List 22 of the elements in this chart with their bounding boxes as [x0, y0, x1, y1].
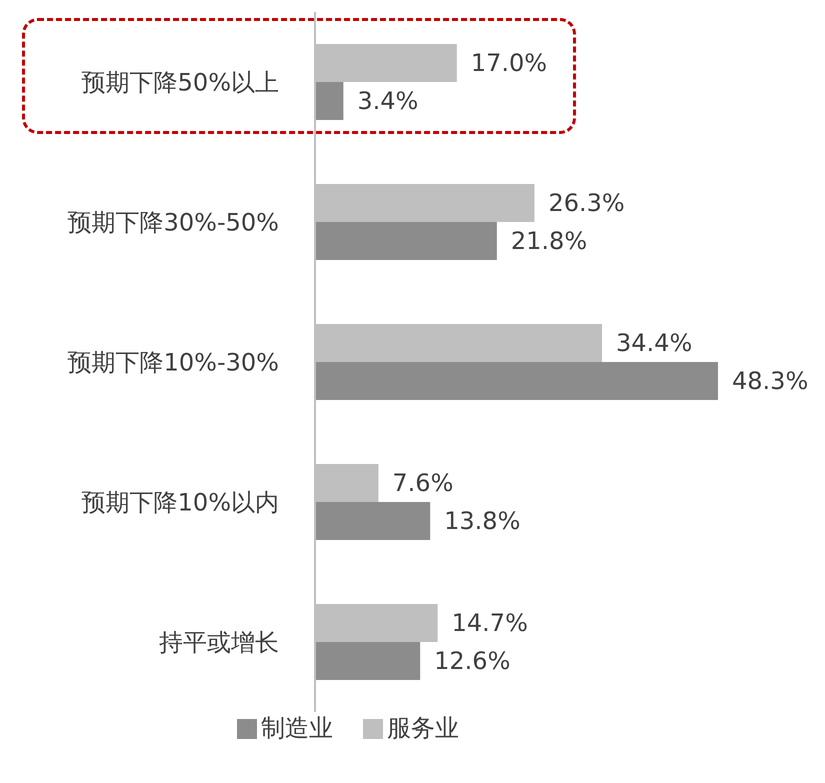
data-label: 21.8%	[510, 227, 588, 255]
data-label: 12.6%	[434, 647, 510, 675]
data-label: 26.3%	[548, 189, 625, 217]
data-label: 13.8%	[444, 507, 520, 535]
legend-label: 制造业	[261, 714, 333, 742]
data-label: 17.0%	[470, 49, 548, 77]
y-tick-label: 预期下降50%以上	[82, 68, 279, 97]
data-label: 34.4%	[616, 329, 692, 357]
data-label: 3.4%	[357, 87, 418, 115]
data-label: 7.6%	[392, 469, 454, 497]
bar	[315, 502, 430, 540]
legend-label: 服务业	[387, 714, 459, 742]
data-label: 14.7%	[452, 609, 528, 637]
bar	[315, 642, 420, 680]
y-tick-label: 预期下降10%-30%	[68, 348, 279, 377]
y-tick-label: 持平或增长	[159, 628, 279, 657]
bar	[315, 362, 718, 400]
y-tick-label: 预期下降30%-50%	[68, 208, 279, 237]
bar	[315, 222, 497, 260]
bar	[315, 82, 344, 120]
data-label: 48.3%	[732, 367, 808, 395]
y-tick-label: 预期下降10%以内	[82, 488, 279, 517]
